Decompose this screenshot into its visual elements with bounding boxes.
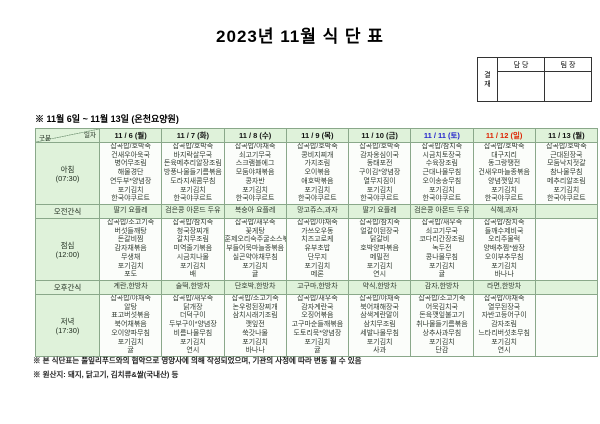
menu-cell <box>534 294 599 357</box>
date-header: 11 / 11 (토) <box>410 128 474 143</box>
menu-cell: 잡곡밥/참치죽 들깨수제비국 오리주물럭 양배추찜*쌈장 오이부추무침 포기김치 바나나 <box>472 218 536 281</box>
menu-cell: 잡곡밥/호박죽 건새우아욱국 병어무조림 해물경단 연두부*양념장 포기김치 한국야쿠르트 <box>98 142 163 205</box>
menu-cell: 약식,한방차 <box>347 280 412 295</box>
footnote-origin: ※ 원산지: 돼지, 닭고기, 김치류&쌀(국내산) 등 <box>33 370 179 379</box>
menu-cell: 검은콩 아몬드 두유 <box>161 204 225 219</box>
menu-row: 저녁 (17:30) 잡곡밥/야채죽 알탕 표고버섯볶음 북어채볶음 오이양파무침 포기김치 귤… <box>35 294 599 357</box>
menu-cell: 잡곡밥/참치죽 시금치토장국 수육장조림 근대나물무침 오이송송무침 포기김치 한국야쿠르트 <box>410 142 474 205</box>
menu-row: 아침 (07:30) 잡곡밥/호박죽 건새우아욱국 병어무조림 해물경단 연두부*양념장 포기… <box>35 142 599 205</box>
menu-cell: 잡곡밥/야채죽 북어채해장국 삼색계란말이 삼치무조림 세발나물무침 포기김치 사과 <box>347 294 412 357</box>
menu-row: 오후간식 계란,한방차 술떡,한방차 단호박,한방차 고구마,한방차 약식,한방차 감자,한… <box>35 280 599 295</box>
menu-cell: 잡곡밥/호박죽 콩비지찌개 가지조림 오이볶음 애호박볶음 포기김치 한국야쿠르트 <box>285 142 350 205</box>
corner-cell: 일자 구분 <box>35 128 100 143</box>
approval-col-manager: 담 당 <box>497 57 545 72</box>
date-header: 11 / 6 (월) <box>98 128 163 143</box>
menu-cell: 망고쥬스,과자 <box>285 204 350 219</box>
menu-cell: 잡곡밥/호박죽 대구지리 동그랑땡전 건새우마늘종볶음 양념깻잎지 포기김치 한국야쿠르트 <box>472 142 536 205</box>
menu-cell: 잡곡밥/참치죽 얼갈이된장국 닭갈비 호박양파볶음 메밀전 포기김치 연시 <box>347 218 412 281</box>
row-label: 점심 (12:00) <box>35 218 100 281</box>
menu-cell <box>534 280 599 295</box>
menu-cell: 계란,한방차 <box>98 280 163 295</box>
corner-label-date: 일자 <box>84 132 96 139</box>
menu-cell: 딸기 요플레 <box>98 204 163 219</box>
menu-cell: 잡곡밥/야채죽 알탕 표고버섯볶음 북어채볶음 오이양파무침 포기김치 귤 <box>98 294 163 357</box>
date-header: 11 / 9 (목) <box>285 128 350 143</box>
menu-cell: 잡곡밥/야채죽 가쓰오우동 치즈고로케 유부초밥 단무지 포기김치 메론 <box>285 218 350 281</box>
menu-cell: 잡곡밥/소고기죽 버섯들깨탕 돈갈비찜 감자채볶음 무생채 포기김치 포도 <box>98 218 163 281</box>
menu-cell: 고구마,한방차 <box>285 280 350 295</box>
corner-label-category: 구분 <box>39 135 51 142</box>
row-label: 오전간식 <box>35 204 100 219</box>
approval-box: 결 재 담 당 팀 장 <box>477 57 592 102</box>
approval-stamp-label: 결 재 <box>477 57 498 102</box>
menu-cell: 감자,한방차 <box>410 280 474 295</box>
menu-cell: 잡곡밥/새우죽 쇠고기무국 코다리간장조림 녹두전 콩나물무침 포기김치 귤 <box>410 218 474 281</box>
menu-cell: 술떡,한방차 <box>161 280 225 295</box>
menu-row: 오전간식 딸기 요플레 검은콩 아몬드 두유 복숭아 요플레 망고쥬스,과자 딸기 요플레… <box>35 204 599 219</box>
approval-col-director: 팀 장 <box>544 57 592 72</box>
row-label: 오후간식 <box>35 280 100 295</box>
page-title: 2023년 11월 식 단 표 <box>216 27 384 46</box>
menu-cell: 잡곡밥/소고기죽 어묵김치국 돈육깻잎불고기 취나물들기름볶음 상추사과무침 포기김치 단감 <box>410 294 474 357</box>
date-range-subtitle: ※ 11월 6일 ~ 11월 13일 (온천요양원) <box>35 114 179 124</box>
menu-cell: 잡곡밥/새우죽 감자계란국 오징어볶음 고구마순들깨볶음 도토리묵*양념장 포기김치 귤 <box>285 294 350 357</box>
date-header: 11 / 12 (일) <box>472 128 536 143</box>
menu-cell <box>534 204 599 219</box>
date-header: 11 / 7 (화) <box>161 128 225 143</box>
menu-cell: 검은콩 아몬드 두유 <box>410 204 474 219</box>
menu-cell <box>534 218 599 281</box>
menu-tbody: 아침 (07:30) 잡곡밥/호박죽 건새우아욱국 병어무조림 해물경단 연두부*양념장 포기… <box>35 142 599 357</box>
menu-cell: 라면,한방차 <box>472 280 536 295</box>
menu-cell: 잡곡밥/야채죽 열무된장국 자반고등어구이 감자조림 느타리버섯초무침 포기김치 연시 <box>472 294 536 357</box>
menu-cell: 잡곡밥/호박죽 근대된장국 모둠낙지젓갈 참나물무침 메추리알조림 포기김치 한국야쿠르트 <box>534 142 599 205</box>
menu-cell: 딸기 요플레 <box>347 204 412 219</box>
header-row: 일자 구분 11 / 6 (월) 11 / 7 (화) 11 / 8 (수) 11 /… <box>35 128 599 143</box>
menu-cell: 잡곡밥/참치죽 청국장찌개 갈치무조림 미역줄기볶음 시금치나물 포기김치 배 <box>161 218 225 281</box>
date-header: 11 / 13 (월) <box>534 128 599 143</box>
menu-cell: 단호박,한방차 <box>223 280 287 295</box>
row-label: 아침 (07:30) <box>35 142 100 205</box>
footnote-provider: ※ 본 식단표는 풀잎리푸드와의 협약으로 영양사에 의해 작성되었으며, 기관… <box>33 356 362 365</box>
menu-cell: 식혜,과자 <box>472 204 536 219</box>
date-header: 11 / 10 (금) <box>347 128 412 143</box>
menu-cell: 잡곡밥/소고기죽 논우렁된장찌개 삼치시래기조림 깻잎전 쑥갓나물 포기김치 바나나 <box>223 294 287 357</box>
row-label: 저녁 (17:30) <box>35 294 100 357</box>
menu-table: 일자 구분 11 / 6 (월) 11 / 7 (화) 11 / 8 (수) 11 /… <box>35 128 599 357</box>
menu-cell: 잡곡밥/야채죽 쇠고기무국 스크램블에그 모둠야채볶음 콩자반 포기김치 한국야쿠르트 <box>223 142 287 205</box>
approval-sign-cell <box>544 71 592 102</box>
menu-cell: 복숭아 요플레 <box>223 204 287 219</box>
menu-cell: 잡곡밥/호박죽 감자옹심이국 동태포전 구이김*양념장 열무지짐이 포기김치 한국야쿠르트 <box>347 142 412 205</box>
date-header: 11 / 8 (수) <box>223 128 287 143</box>
menu-row: 점심 (12:00) 잡곡밥/소고기죽 버섯들깨탕 돈갈비찜 감자채볶음 무생채 포기김치 포도… <box>35 218 599 281</box>
menu-cell: 잡곡밥/새우죽꽃게탕훈제오리숙주굴소스볶음부들어묵마늘종볶음실곤약야채무침포기김… <box>223 218 287 281</box>
approval-sign-cell <box>497 71 545 102</box>
menu-cell: 잡곡밥/새우죽 닭개장 더덕구이 두부구이*양념장 비름나물무침 포기김치 연시 <box>161 294 225 357</box>
menu-cell: 잡곡밥/호박죽 바지락살무국 돈육메추리알장조림 방풍나물들기름볶음 도라지새콤무침 포기… <box>161 142 225 205</box>
